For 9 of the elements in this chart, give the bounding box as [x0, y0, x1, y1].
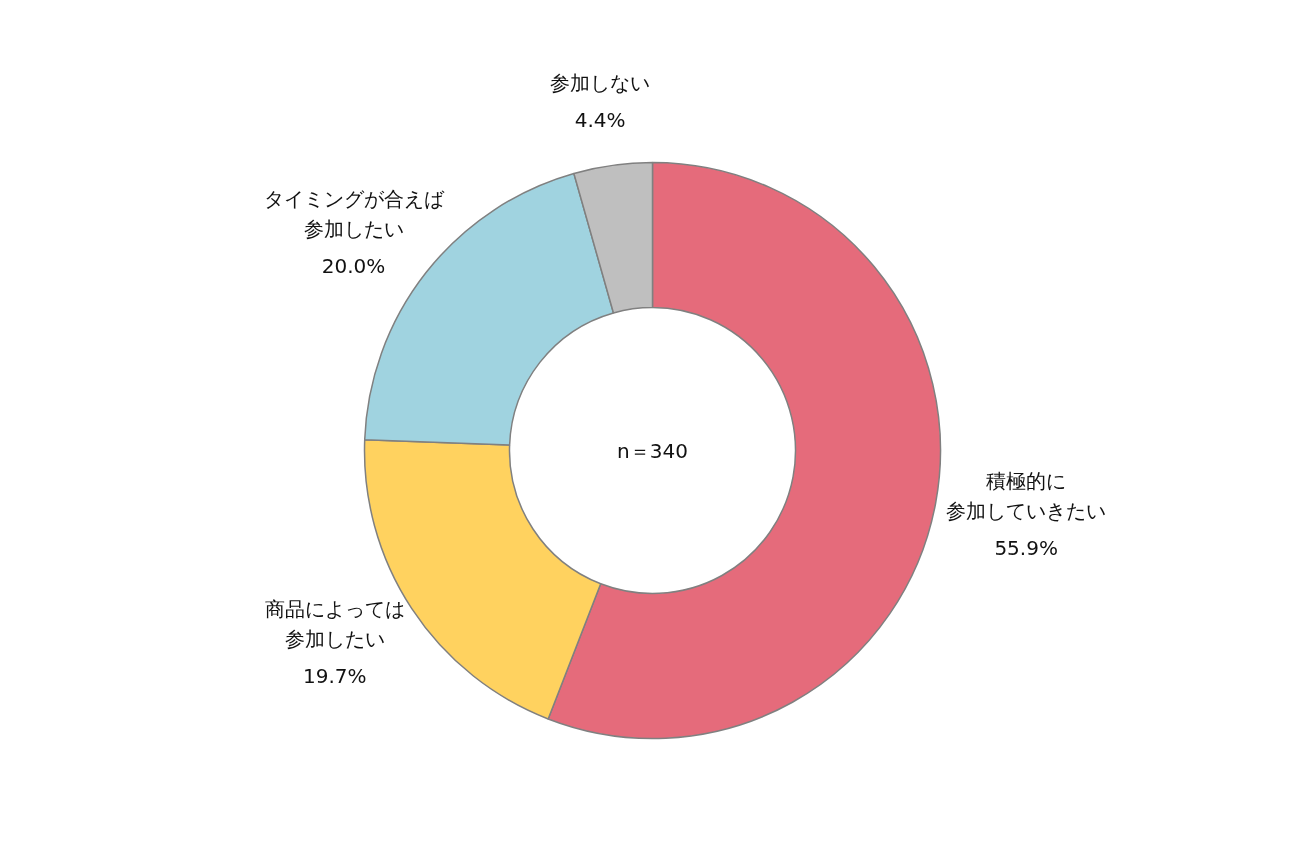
data-label: 20.0%: [321, 254, 386, 279]
data-label: 19.7%: [302, 664, 367, 689]
data-label: 55.9%: [994, 536, 1058, 561]
slice-label: 積極的に参加していきたい: [946, 469, 1107, 524]
slice-label: 商品によっては参加したい: [264, 597, 405, 652]
slice-label: タイミングが合えば参加したい: [263, 187, 445, 242]
text: n＝340: [617, 438, 688, 463]
slice-label: 参加しない: [550, 71, 651, 96]
data-label: 4.4%: [574, 108, 626, 133]
